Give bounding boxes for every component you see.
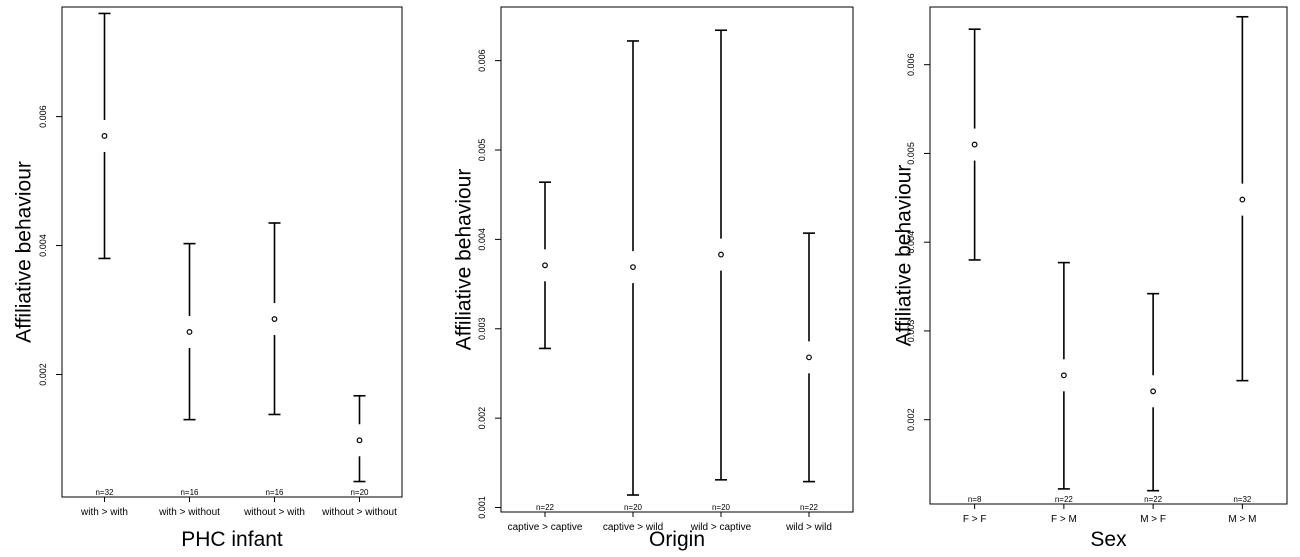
plot-frame xyxy=(929,6,1288,505)
plot-frame xyxy=(61,6,403,498)
panel-2: 0.001 0.002 0.003 0.004 0.005 0.006 captive > … xyxy=(453,6,854,551)
x-axis-label: Sex xyxy=(1090,528,1127,551)
mean-point xyxy=(101,133,108,139)
plot-frame xyxy=(500,6,854,513)
x-axis-label: PHC infant xyxy=(181,528,283,551)
x-category-label: captive > wild xyxy=(603,522,663,533)
sample-size-label: n=22 xyxy=(1144,495,1163,504)
y-tick-label: 0.005 xyxy=(906,142,916,165)
x-category-label: without > without xyxy=(321,507,397,518)
x-category-label: wild > wild xyxy=(785,522,832,533)
sample-size-label: n=22 xyxy=(800,503,819,512)
mean-point xyxy=(806,354,812,361)
y-tick-label: 0.002 xyxy=(906,408,916,431)
y-tick-label: 0.001 xyxy=(477,496,487,519)
x-category-label: wild > captive xyxy=(690,522,752,533)
y-tick-label: 0.002 xyxy=(38,363,48,386)
y-axis-label: Affiliative behaviour xyxy=(13,161,36,343)
y-tick-label: 0.004 xyxy=(38,234,48,257)
panel-3: 0.002 0.003 0.004 0.005 0.006 F > F n=8 F > M n=… xyxy=(893,6,1288,551)
y-axis-label: Affiliative behaviour xyxy=(893,165,916,347)
x-category-label: with > without xyxy=(158,507,220,518)
mean-point xyxy=(1239,196,1246,203)
sample-size-label: n=32 xyxy=(1233,495,1252,504)
y-tick-label: 0.003 xyxy=(477,318,487,341)
x-category-label: F > F xyxy=(963,514,987,525)
x-category-label: F > M xyxy=(1051,514,1077,525)
y-tick-label: 0.006 xyxy=(477,49,487,72)
sample-size-label: n=8 xyxy=(968,495,982,504)
sample-size-label: n=16 xyxy=(180,488,199,497)
sample-size-label: n=16 xyxy=(265,488,284,497)
panel-1: 0.002 0.004 0.006 with > with n=32 with > wit… xyxy=(13,6,403,551)
y-tick-label: 0.005 xyxy=(477,139,487,162)
mean-point xyxy=(718,251,724,258)
x-category-label: captive > captive xyxy=(508,522,583,533)
y-tick-label: 0.004 xyxy=(906,231,916,254)
sample-size-label: n=20 xyxy=(350,488,369,497)
mean-point xyxy=(542,262,548,269)
y-axis-label: Affiliative behaviour xyxy=(453,169,476,351)
x-axis-label: Origin xyxy=(649,528,705,551)
mean-point xyxy=(186,329,193,335)
mean-point xyxy=(1150,388,1157,395)
mean-point xyxy=(1060,372,1067,379)
sample-size-label: n=20 xyxy=(624,503,643,512)
mean-point xyxy=(971,141,978,148)
y-tick-label: 0.006 xyxy=(38,105,48,128)
x-category-label: M > M xyxy=(1228,514,1256,525)
y-tick-label: 0.004 xyxy=(477,228,487,251)
y-tick-label: 0.002 xyxy=(477,407,487,430)
mean-point xyxy=(271,316,278,322)
sample-size-label: n=22 xyxy=(536,503,555,512)
y-tick-label: 0.003 xyxy=(906,320,916,343)
x-category-label: M > F xyxy=(1140,514,1166,525)
sample-size-label: n=32 xyxy=(95,488,114,497)
x-category-label: with > with xyxy=(80,507,128,518)
mean-point xyxy=(630,264,636,270)
sample-size-label: n=22 xyxy=(1055,495,1074,504)
sample-size-label: n=20 xyxy=(712,503,731,512)
y-tick-label: 0.006 xyxy=(906,53,916,76)
x-category-label: without > with xyxy=(243,507,305,518)
mean-point xyxy=(356,437,363,444)
